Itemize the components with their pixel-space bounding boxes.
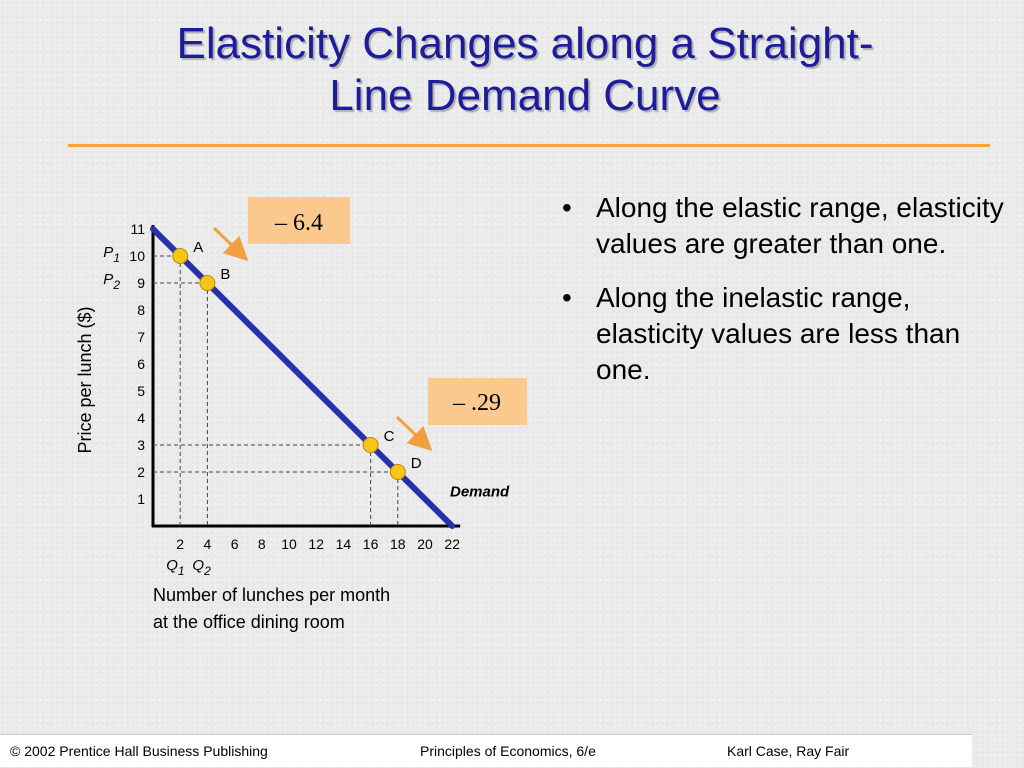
x-axis-label-line-2: at the office dining room bbox=[153, 612, 345, 632]
point-d bbox=[389, 464, 406, 480]
point-label-b: B bbox=[220, 266, 230, 283]
bullet-text: Along the elastic range, elasticity valu… bbox=[596, 192, 1004, 259]
y-tick-label: 9 bbox=[137, 275, 145, 291]
y-tick-label: 3 bbox=[137, 437, 145, 453]
point-label-a: A bbox=[193, 239, 203, 256]
y-tick-label: 4 bbox=[137, 410, 145, 426]
x-tick-label: 8 bbox=[258, 536, 266, 552]
x-tick-label: 16 bbox=[363, 536, 379, 552]
x-tick-label: 12 bbox=[308, 536, 324, 552]
x-tick-label: 4 bbox=[204, 536, 212, 552]
bullet-item-inelastic: • Along the inelastic range, elasticity … bbox=[556, 280, 1006, 388]
y-axis-label: Price per lunch ($) bbox=[75, 306, 95, 453]
demand-curve-line bbox=[150, 226, 456, 529]
footer-book-title: Principles of Economics, 6/e bbox=[420, 743, 596, 759]
callout-box-inelastic bbox=[428, 378, 527, 425]
p2-label: P2 bbox=[103, 271, 120, 292]
y-tick-label: 5 bbox=[137, 383, 145, 399]
x-tick-label: 22 bbox=[444, 536, 460, 552]
footer-authors: Karl Case, Ray Fair bbox=[727, 743, 850, 759]
demand-label: Demand bbox=[450, 483, 510, 500]
x-tick-label: 2 bbox=[176, 536, 184, 552]
callout-value-elastic: – 6.4 bbox=[274, 210, 323, 236]
y-tick-label: 8 bbox=[137, 302, 145, 318]
bullet-list: • Along the elastic range, elasticity va… bbox=[556, 190, 1006, 406]
point-b bbox=[199, 275, 216, 291]
callout-box-elastic bbox=[248, 197, 350, 244]
bullet-dot-icon: • bbox=[562, 192, 572, 223]
x-tick-label: 6 bbox=[231, 536, 239, 552]
y-tick-label: 6 bbox=[137, 356, 145, 372]
point-label-d: D bbox=[411, 455, 422, 472]
footer-bar: © 2002 Prentice Hall Business Publishing… bbox=[0, 734, 972, 767]
footer-copyright: © 2002 Prentice Hall Business Publishing bbox=[10, 743, 268, 759]
title-divider bbox=[68, 144, 990, 147]
x-tick-label: 18 bbox=[390, 536, 406, 552]
y-tick-label: 1 bbox=[137, 491, 145, 507]
slide-title: Elasticity Changes along a Straight- Lin… bbox=[60, 18, 990, 122]
x-tick-label: 14 bbox=[336, 536, 352, 552]
x-tick-label: 10 bbox=[281, 536, 297, 552]
y-tick-label: 2 bbox=[137, 464, 145, 480]
callout-arrow-elastic bbox=[212, 226, 249, 262]
point-c bbox=[362, 437, 379, 453]
y-tick-label: 10 bbox=[129, 248, 145, 264]
q2-label: Q2 bbox=[192, 557, 211, 578]
x-tick-label: 20 bbox=[417, 536, 433, 552]
bullet-text: Along the inelastic range, elasticity va… bbox=[596, 282, 961, 385]
q1-label: Q1 bbox=[166, 557, 184, 578]
p1-label: P1 bbox=[103, 244, 120, 265]
y-tick-label: 11 bbox=[130, 221, 145, 237]
callout-arrow-inelastic bbox=[395, 415, 433, 452]
x-axis-label-line-1: Number of lunches per month bbox=[153, 585, 390, 605]
point-label-c: C bbox=[384, 428, 395, 445]
title-line-2: Line Demand Curve bbox=[329, 71, 721, 120]
y-tick-label: 7 bbox=[137, 329, 145, 345]
bullet-item-elastic: • Along the elastic range, elasticity va… bbox=[556, 190, 1006, 262]
bullet-dot-icon: • bbox=[562, 282, 572, 313]
point-a bbox=[172, 248, 189, 264]
callout-value-inelastic: – .29 bbox=[452, 390, 501, 416]
title-line-1: Elasticity Changes along a Straight- bbox=[176, 19, 874, 68]
